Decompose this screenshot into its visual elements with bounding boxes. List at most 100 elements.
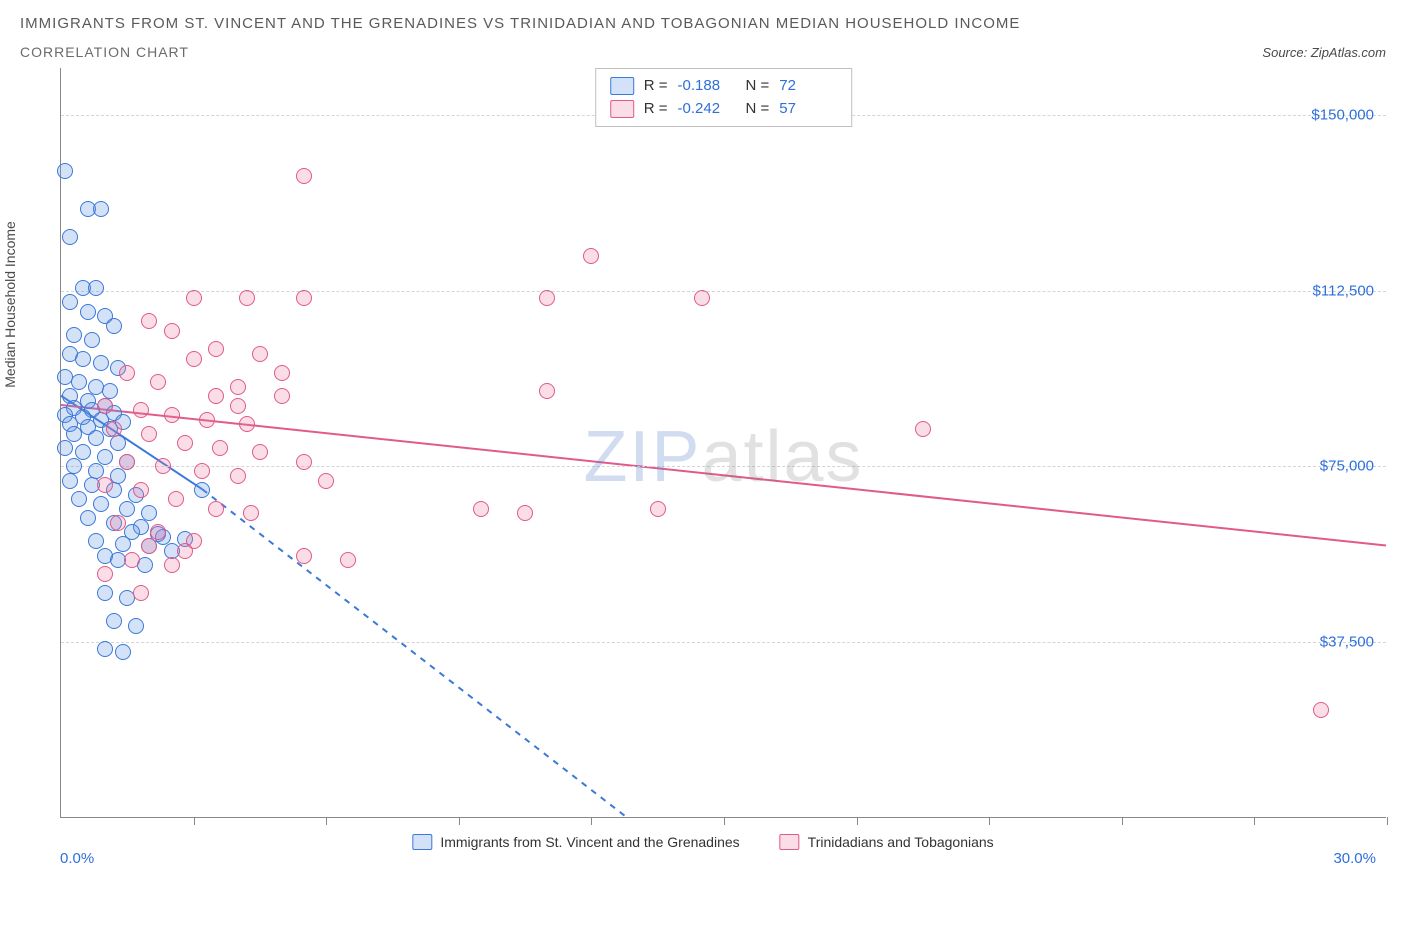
data-point: [119, 365, 135, 381]
data-point: [208, 388, 224, 404]
data-point: [239, 290, 255, 306]
x-tick: [724, 817, 725, 825]
data-point: [208, 341, 224, 357]
data-point: [97, 477, 113, 493]
data-point: [199, 412, 215, 428]
legend-swatch-series-2: [780, 834, 800, 850]
data-point: [517, 505, 533, 521]
x-max-label: 30.0%: [1333, 850, 1376, 867]
x-tick: [194, 817, 195, 825]
data-point: [694, 290, 710, 306]
x-tick: [326, 817, 327, 825]
data-point: [194, 482, 210, 498]
data-point: [80, 510, 96, 526]
legend-label-series-1: Immigrants from St. Vincent and the Gren…: [440, 834, 739, 850]
data-point: [71, 374, 87, 390]
data-point: [150, 374, 166, 390]
data-point: [97, 641, 113, 657]
data-point: [239, 416, 255, 432]
x-tick: [1254, 817, 1255, 825]
data-point: [57, 163, 73, 179]
data-point: [583, 248, 599, 264]
correlation-chart: Median Household Income ZIPatlas R = -0.…: [20, 68, 1386, 858]
data-point: [62, 229, 78, 245]
data-point: [62, 473, 78, 489]
gridline: [61, 466, 1386, 467]
data-point: [88, 280, 104, 296]
data-point: [124, 524, 140, 540]
data-point: [164, 407, 180, 423]
data-point: [296, 548, 312, 564]
data-point: [230, 398, 246, 414]
data-point: [473, 501, 489, 517]
x-min-label: 0.0%: [60, 850, 94, 867]
data-point: [243, 505, 259, 521]
data-point: [75, 351, 91, 367]
data-point: [212, 440, 228, 456]
legend-swatch-series-1: [412, 834, 432, 850]
data-point: [177, 435, 193, 451]
x-tick: [857, 817, 858, 825]
stats-row-series-1: R = -0.188 N = 72: [610, 75, 838, 98]
data-point: [133, 585, 149, 601]
data-point: [230, 379, 246, 395]
data-point: [93, 355, 109, 371]
data-point: [539, 290, 555, 306]
data-point: [186, 351, 202, 367]
data-point: [106, 613, 122, 629]
y-axis-label: Median Household Income: [2, 221, 18, 388]
trend-lines: [61, 68, 1386, 817]
gridline: [61, 642, 1386, 643]
x-tick: [1387, 817, 1388, 825]
data-point: [115, 644, 131, 660]
data-point: [84, 332, 100, 348]
data-point: [252, 346, 268, 362]
data-point: [186, 290, 202, 306]
data-point: [164, 557, 180, 573]
x-tick: [1122, 817, 1123, 825]
data-point: [155, 458, 171, 474]
data-point: [164, 323, 180, 339]
trend-line-extrapolated: [202, 489, 626, 817]
x-tick: [591, 817, 592, 825]
data-point: [119, 501, 135, 517]
data-point: [274, 388, 290, 404]
data-point: [318, 473, 334, 489]
data-point: [141, 505, 157, 521]
data-point: [110, 435, 126, 451]
data-point: [539, 383, 555, 399]
data-point: [208, 501, 224, 517]
data-point: [296, 290, 312, 306]
data-point: [71, 491, 87, 507]
data-point: [124, 552, 140, 568]
data-point: [88, 430, 104, 446]
source-attribution: Source: ZipAtlas.com: [1262, 45, 1386, 60]
data-point: [128, 618, 144, 634]
data-point: [75, 444, 91, 460]
y-tick-label: $112,500: [1313, 282, 1374, 299]
title-block: IMMIGRANTS FROM ST. VINCENT AND THE GREN…: [20, 15, 1386, 60]
data-point: [66, 426, 82, 442]
y-tick-label: $75,000: [1320, 458, 1374, 475]
data-point: [915, 421, 931, 437]
data-point: [119, 454, 135, 470]
data-point: [1313, 702, 1329, 718]
data-point: [133, 402, 149, 418]
stats-legend: R = -0.188 N = 72 R = -0.242 N = 57: [595, 68, 853, 127]
stats-row-series-2: R = -0.242 N = 57: [610, 98, 838, 121]
plot-area: ZIPatlas R = -0.188 N = 72 R = -0.242 N …: [60, 68, 1386, 818]
y-tick-label: $37,500: [1320, 634, 1374, 651]
data-point: [230, 468, 246, 484]
data-point: [93, 496, 109, 512]
data-point: [57, 440, 73, 456]
data-point: [110, 515, 126, 531]
data-point: [296, 168, 312, 184]
data-point: [340, 552, 356, 568]
chart-title: IMMIGRANTS FROM ST. VINCENT AND THE GREN…: [20, 15, 1386, 32]
data-point: [97, 566, 113, 582]
data-point: [141, 313, 157, 329]
data-point: [141, 426, 157, 442]
data-point: [62, 294, 78, 310]
data-point: [274, 365, 290, 381]
data-point: [97, 449, 113, 465]
